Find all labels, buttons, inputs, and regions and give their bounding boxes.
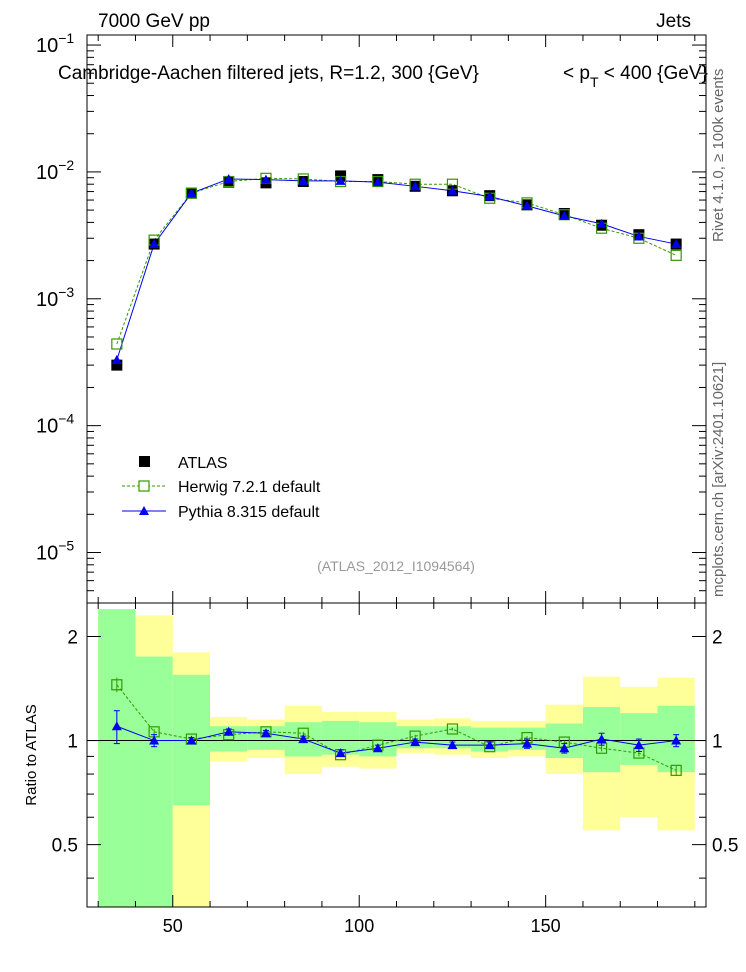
legend-pythia-marker: [139, 506, 149, 515]
legend-herwig-label: Herwig 7.2.1 default: [178, 479, 321, 496]
atlas-point: [111, 359, 123, 371]
main-series: [111, 170, 682, 371]
herwig-point: [670, 249, 682, 261]
pythia-ratio-point: [223, 726, 234, 736]
y-tick-label-ratio: 1: [67, 732, 78, 753]
axes: 50 100 150 10−5 10−4 10−3 10−2 10−1 0.5 0.5 1 1 2 2: [36, 30, 738, 936]
legend-atlas-marker: [139, 456, 150, 467]
ratio-uncertainty-bands: [98, 609, 695, 907]
band-green: [135, 656, 173, 907]
pythia-ratio-point: [671, 735, 682, 745]
rivet-label: Rivet 4.1.0, ≥ 100k events: [710, 69, 727, 242]
pythia-ratio-point: [559, 743, 570, 753]
y-tick-label-ratio-right: 1: [712, 732, 723, 753]
mcplots-label: mcplots.cern.ch [arXiv:2401.10621]: [710, 362, 727, 597]
pythia-point: [260, 174, 271, 184]
pythia-point: [223, 173, 234, 183]
y-tick-label-ratio-right: 2: [712, 627, 723, 648]
ratio-series: [111, 677, 682, 776]
pythia-point: [447, 185, 458, 195]
pythia-ratio-point: [111, 721, 122, 731]
pythia-point: [149, 239, 160, 249]
y-tick-label: 10−1: [36, 30, 74, 57]
header-left: 7000 GeV pp: [98, 11, 210, 32]
pythia-line: [116, 178, 677, 361]
legend-atlas-label: ATLAS: [178, 455, 228, 472]
pythia-ratio-point: [186, 735, 197, 745]
header-right: Jets: [656, 11, 691, 32]
herwig-point: [111, 338, 123, 350]
legend-herwig-marker: [138, 480, 150, 492]
x-tick-label: 100: [344, 916, 374, 936]
plot-title-pt: < pT < 400 {GeV}: [563, 63, 708, 90]
legend: ATLAS Herwig 7.2.1 default Pythia 8.315 …: [122, 455, 321, 521]
x-tick-label: 50: [163, 916, 183, 936]
x-tick-label: 150: [531, 916, 561, 936]
pythia-point: [522, 200, 533, 210]
pythia-ratio-point: [633, 740, 644, 750]
pythia-ratio-point: [522, 738, 533, 748]
pythia-point: [633, 231, 644, 241]
pythia-point: [186, 188, 197, 198]
pythia-ratio-point: [410, 737, 421, 747]
pythia-ratio-point: [335, 748, 346, 758]
pythia-ratio-point: [149, 735, 160, 745]
pythia-point: [596, 218, 607, 228]
herwig-ratio-point: [446, 723, 459, 735]
pythia-point: [410, 181, 421, 191]
analysis-watermark: (ATLAS_2012_I1094564): [317, 558, 475, 574]
pythia-point: [335, 175, 346, 185]
herwig-ratio-point: [111, 679, 123, 691]
pythia-point: [559, 210, 570, 220]
y-tick-label: 10−3: [36, 284, 74, 311]
pythia-point: [298, 175, 309, 185]
ratio-ylabel: Ratio to ATLAS: [23, 704, 40, 805]
pythia-ratio-point: [596, 734, 607, 744]
band-green: [433, 726, 472, 749]
pythia-ratio-point: [484, 740, 495, 750]
herwig-ratio-point: [670, 764, 682, 776]
pythia-point: [484, 191, 495, 201]
pythia-ratio-line: [116, 725, 677, 754]
pythia-point: [671, 239, 682, 249]
pythia-ratio-point: [260, 728, 271, 738]
pythia-point: [372, 177, 383, 187]
herwig-point: [372, 175, 384, 188]
herwig-line: [116, 177, 677, 345]
legend-pythia-label: Pythia 8.315 default: [178, 504, 320, 521]
herwig-ratio-line: [116, 684, 677, 771]
band-green: [98, 609, 136, 907]
y-tick-label: 10−4: [36, 411, 74, 438]
y-tick-label: 10−5: [36, 538, 74, 565]
y-tick-label: 10−2: [36, 157, 74, 184]
pythia-ratio-point: [372, 743, 383, 753]
pythia-point: [111, 354, 122, 364]
y-tick-label-ratio: 0.5: [52, 836, 78, 857]
pythia-ratio-point: [298, 734, 309, 744]
y-tick-label-ratio: 2: [67, 627, 78, 648]
y-tick-label-ratio-right: 0.5: [712, 836, 738, 857]
plot-title-range: Cambridge-Aachen filtered jets, R=1.2, 3…: [58, 63, 479, 84]
pythia-ratio-point: [447, 740, 458, 750]
